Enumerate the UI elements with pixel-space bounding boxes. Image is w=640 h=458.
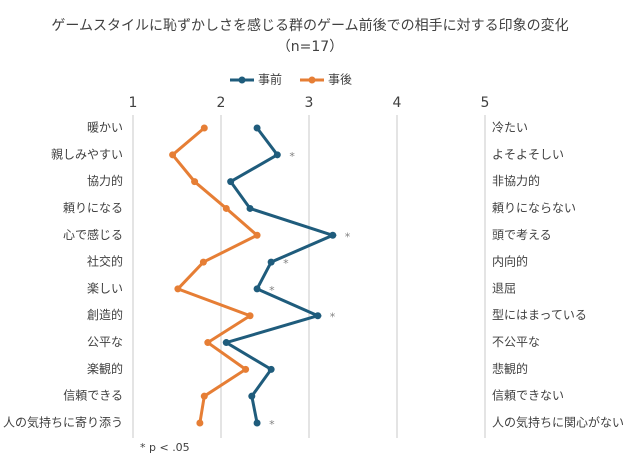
point: [174, 285, 182, 293]
left-label: 親しみやすい: [51, 147, 123, 161]
point: [267, 258, 275, 266]
point: [196, 419, 204, 427]
left-label: 協力的: [87, 173, 123, 188]
left-label: 信頼できる: [63, 389, 123, 403]
left-label: 社交的: [87, 254, 123, 269]
chart-title: ゲームスタイルに恥ずかしさを感じる群のゲーム前後での相手に対する印象の変化: [51, 17, 568, 34]
point: [169, 151, 177, 159]
point: [200, 392, 208, 400]
legend-marker: [308, 76, 316, 84]
right-label: 頭で考える: [492, 228, 552, 242]
point: [246, 312, 254, 320]
x-tick-label: 2: [217, 95, 226, 111]
chart-subtitle: （n=17）: [277, 39, 343, 55]
right-label: 信頼できない: [492, 389, 564, 403]
significance-mark: *: [269, 418, 275, 431]
point: [273, 151, 281, 159]
left-label: 楽観的: [87, 361, 123, 376]
significance-mark: *: [269, 284, 275, 297]
significance-mark: *: [345, 230, 351, 243]
point: [200, 124, 208, 132]
x-tick-label: 4: [393, 95, 402, 111]
right-label: 非協力的: [492, 173, 540, 188]
right-label: 悲観的: [492, 361, 528, 376]
left-label: 心で感じる: [63, 227, 123, 242]
left-label: 人の気持ちに寄り添う: [3, 415, 123, 430]
right-label: 冷たい: [492, 121, 528, 135]
footnote: * p < .05: [140, 441, 190, 454]
point: [199, 258, 207, 266]
right-label: 不公平な: [492, 335, 540, 349]
legend-label: 事前: [258, 72, 282, 87]
point: [253, 231, 261, 239]
point: [253, 285, 261, 293]
right-label: 型にはまっている: [492, 308, 587, 322]
right-label: 退屈: [492, 281, 516, 295]
left-label: 楽しい: [87, 281, 123, 295]
right-label: 内向的: [492, 254, 528, 269]
point: [227, 178, 235, 186]
x-tick-label: 5: [481, 95, 490, 111]
point: [329, 231, 337, 239]
left-label: 創造的: [87, 307, 123, 322]
point: [222, 204, 230, 212]
point: [248, 392, 256, 400]
right-label: 人の気持ちに関心がない: [492, 415, 624, 430]
series-line: [222, 127, 337, 424]
series-line: [170, 126, 260, 424]
legend-label: 事後: [328, 73, 352, 87]
point: [191, 178, 199, 186]
right-label: よそよそしい: [492, 147, 564, 161]
point: [253, 419, 261, 427]
point: [222, 339, 230, 347]
point: [253, 124, 261, 132]
x-tick-label: 3: [305, 95, 314, 111]
left-label: 頼りになる: [63, 201, 123, 215]
point: [246, 204, 254, 212]
right-label: 頼りにならない: [492, 201, 576, 215]
left-label: 暖かい: [87, 121, 123, 135]
point: [242, 365, 250, 373]
point: [267, 365, 275, 373]
significance-mark: *: [289, 150, 295, 163]
point: [204, 339, 212, 347]
point: [314, 312, 322, 320]
significance-mark: *: [283, 257, 289, 270]
legend-marker: [238, 76, 246, 84]
significance-mark: *: [330, 311, 336, 324]
x-tick-label: 1: [129, 95, 138, 111]
left-label: 公平な: [87, 335, 123, 349]
